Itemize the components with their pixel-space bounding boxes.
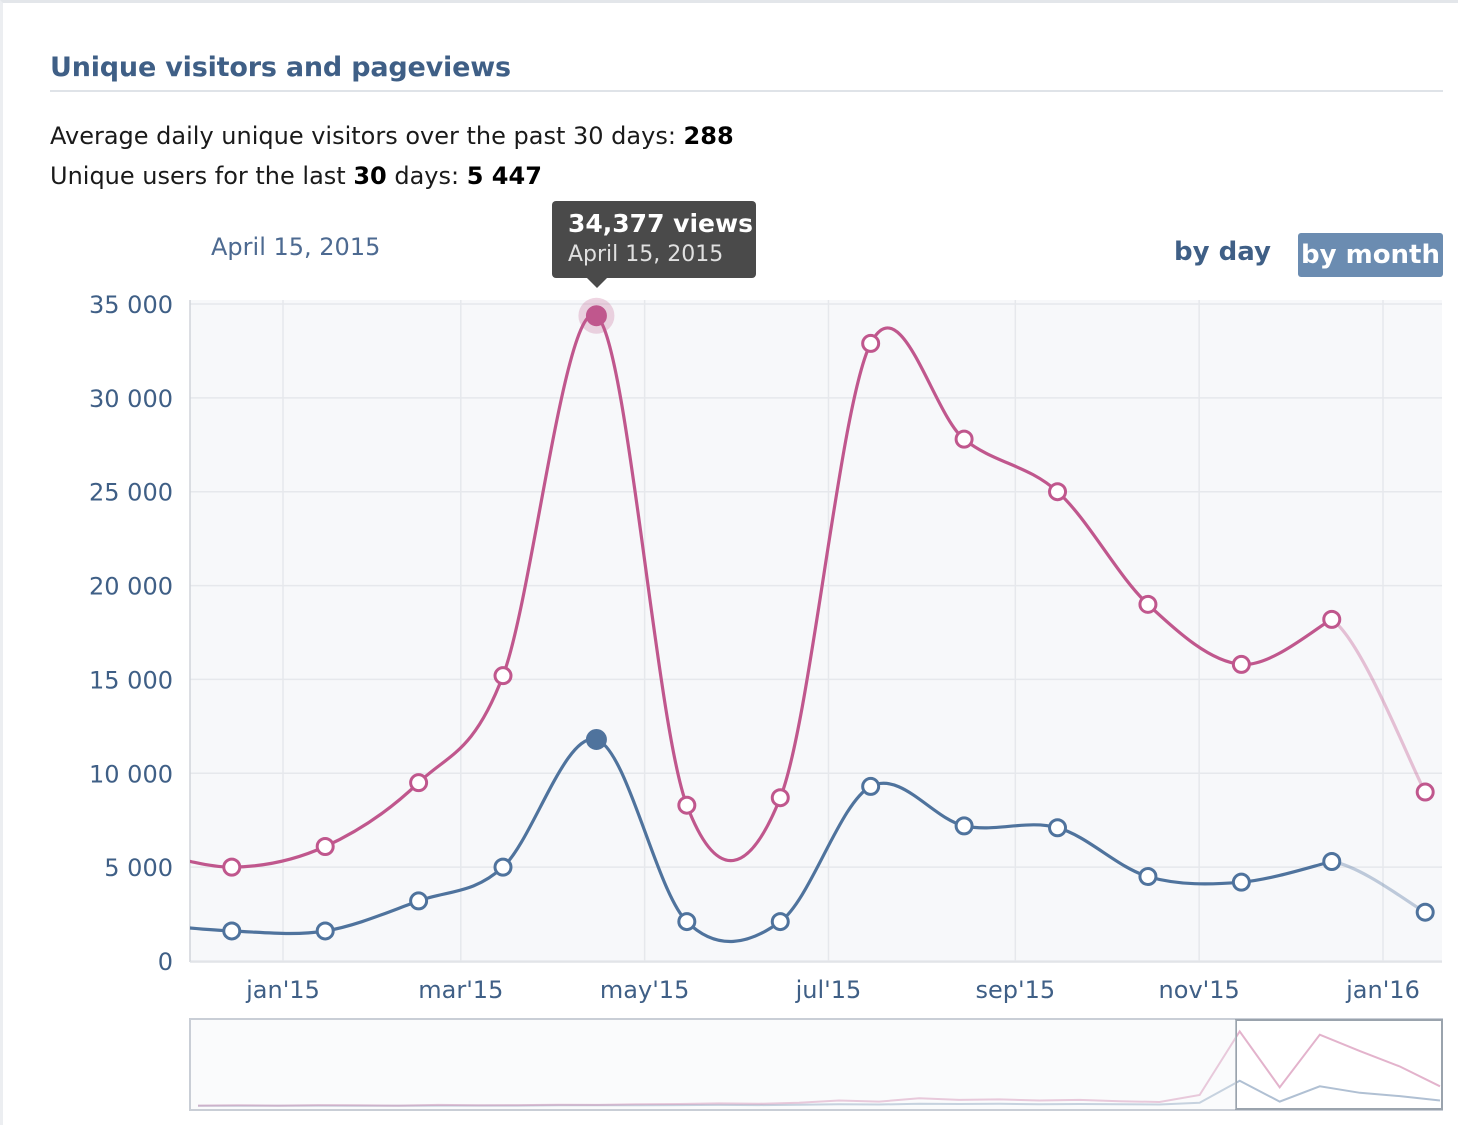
views-data-point (861, 333, 881, 353)
selected-date-label: April 15, 2015 (211, 233, 381, 261)
views-data-point (770, 788, 790, 808)
visitors-data-point (1322, 852, 1342, 872)
visitors-data-point (1138, 867, 1158, 887)
views-data-point (1138, 594, 1158, 614)
y-tick-label: 5 000 (104, 854, 173, 882)
visitors-data-point (222, 921, 242, 941)
y-tick-label: 20 000 (89, 573, 173, 601)
visitors-series-line (190, 737, 1333, 944)
panel-title: Unique visitors and pageviews (50, 52, 511, 83)
visitors-data-point (770, 912, 790, 932)
x-tick-label: may'15 (600, 976, 689, 1004)
unique-users-days: 30 (353, 162, 387, 190)
visitors-data-point (954, 816, 974, 836)
visitors-data-point (861, 776, 881, 796)
views-data-point (1048, 482, 1068, 502)
y-tick-label: 30 000 (89, 385, 173, 413)
y-tick-label: 35 000 (89, 291, 173, 319)
views-data-point (585, 305, 607, 327)
visitors-data-point (677, 912, 697, 932)
visitors-data-point (1231, 872, 1251, 892)
visitors-data-point (315, 921, 335, 941)
avg-visitors-stat: Average daily unique visitors over the p… (50, 122, 734, 150)
unique-users-stat: Unique users for the last 30 days: 5 447 (50, 162, 542, 190)
avg-visitors-label: Average daily unique visitors over the p… (50, 122, 684, 150)
navigator-selection-window (1235, 1019, 1443, 1110)
tooltip-date: April 15, 2015 (568, 242, 724, 267)
views-data-point (493, 666, 513, 686)
y-tick-label: 15 000 (89, 666, 173, 694)
visitors-data-point (1415, 902, 1435, 922)
unique-users-label: Unique users for the last (50, 162, 354, 190)
y-tick-label: 25 000 (89, 479, 173, 507)
tooltip-value: 34,377 views (568, 209, 753, 238)
y-tick-label: 10 000 (89, 760, 173, 788)
unique-users-value: 5 447 (466, 162, 542, 190)
navigator-unselected-mask (191, 1020, 1236, 1109)
visitors-data-point (1048, 818, 1068, 838)
navigator-views-line (197, 1029, 1441, 1107)
views-data-point (1415, 782, 1435, 802)
navigator-panel (189, 1018, 1443, 1111)
x-tick-label: nov'15 (1159, 976, 1240, 1004)
y-tick-label: 0 (158, 948, 173, 976)
unique-users-label-mid: days: (386, 162, 467, 190)
views-data-point (954, 429, 974, 449)
views-data-point (1231, 654, 1251, 674)
tooltip-arrow (587, 278, 607, 288)
visitors-data-point (409, 891, 429, 911)
x-tick-label: jan'16 (1345, 976, 1420, 1004)
title-divider (50, 90, 1443, 92)
visitors-data-point (585, 728, 607, 750)
x-tick-label: jul'15 (795, 976, 862, 1004)
views-series-partial-line (1330, 618, 1427, 793)
by-month-button[interactable]: by month (1298, 233, 1443, 277)
views-data-point (677, 795, 697, 815)
views-data-point (1322, 609, 1342, 629)
by-day-button[interactable]: by day (1174, 237, 1271, 267)
views-data-point (222, 857, 242, 877)
x-tick-label: sep'15 (976, 976, 1056, 1004)
views-data-point (315, 836, 335, 856)
x-tick-label: mar'15 (418, 976, 503, 1004)
chart-tooltip: 34,377 views April 15, 2015 (552, 201, 756, 288)
x-tick-label: jan'15 (245, 976, 320, 1004)
navigator-visitors-line (198, 1079, 1441, 1107)
views-data-point (409, 773, 429, 793)
visitors-data-point (493, 857, 513, 877)
avg-visitors-value: 288 (683, 122, 734, 150)
